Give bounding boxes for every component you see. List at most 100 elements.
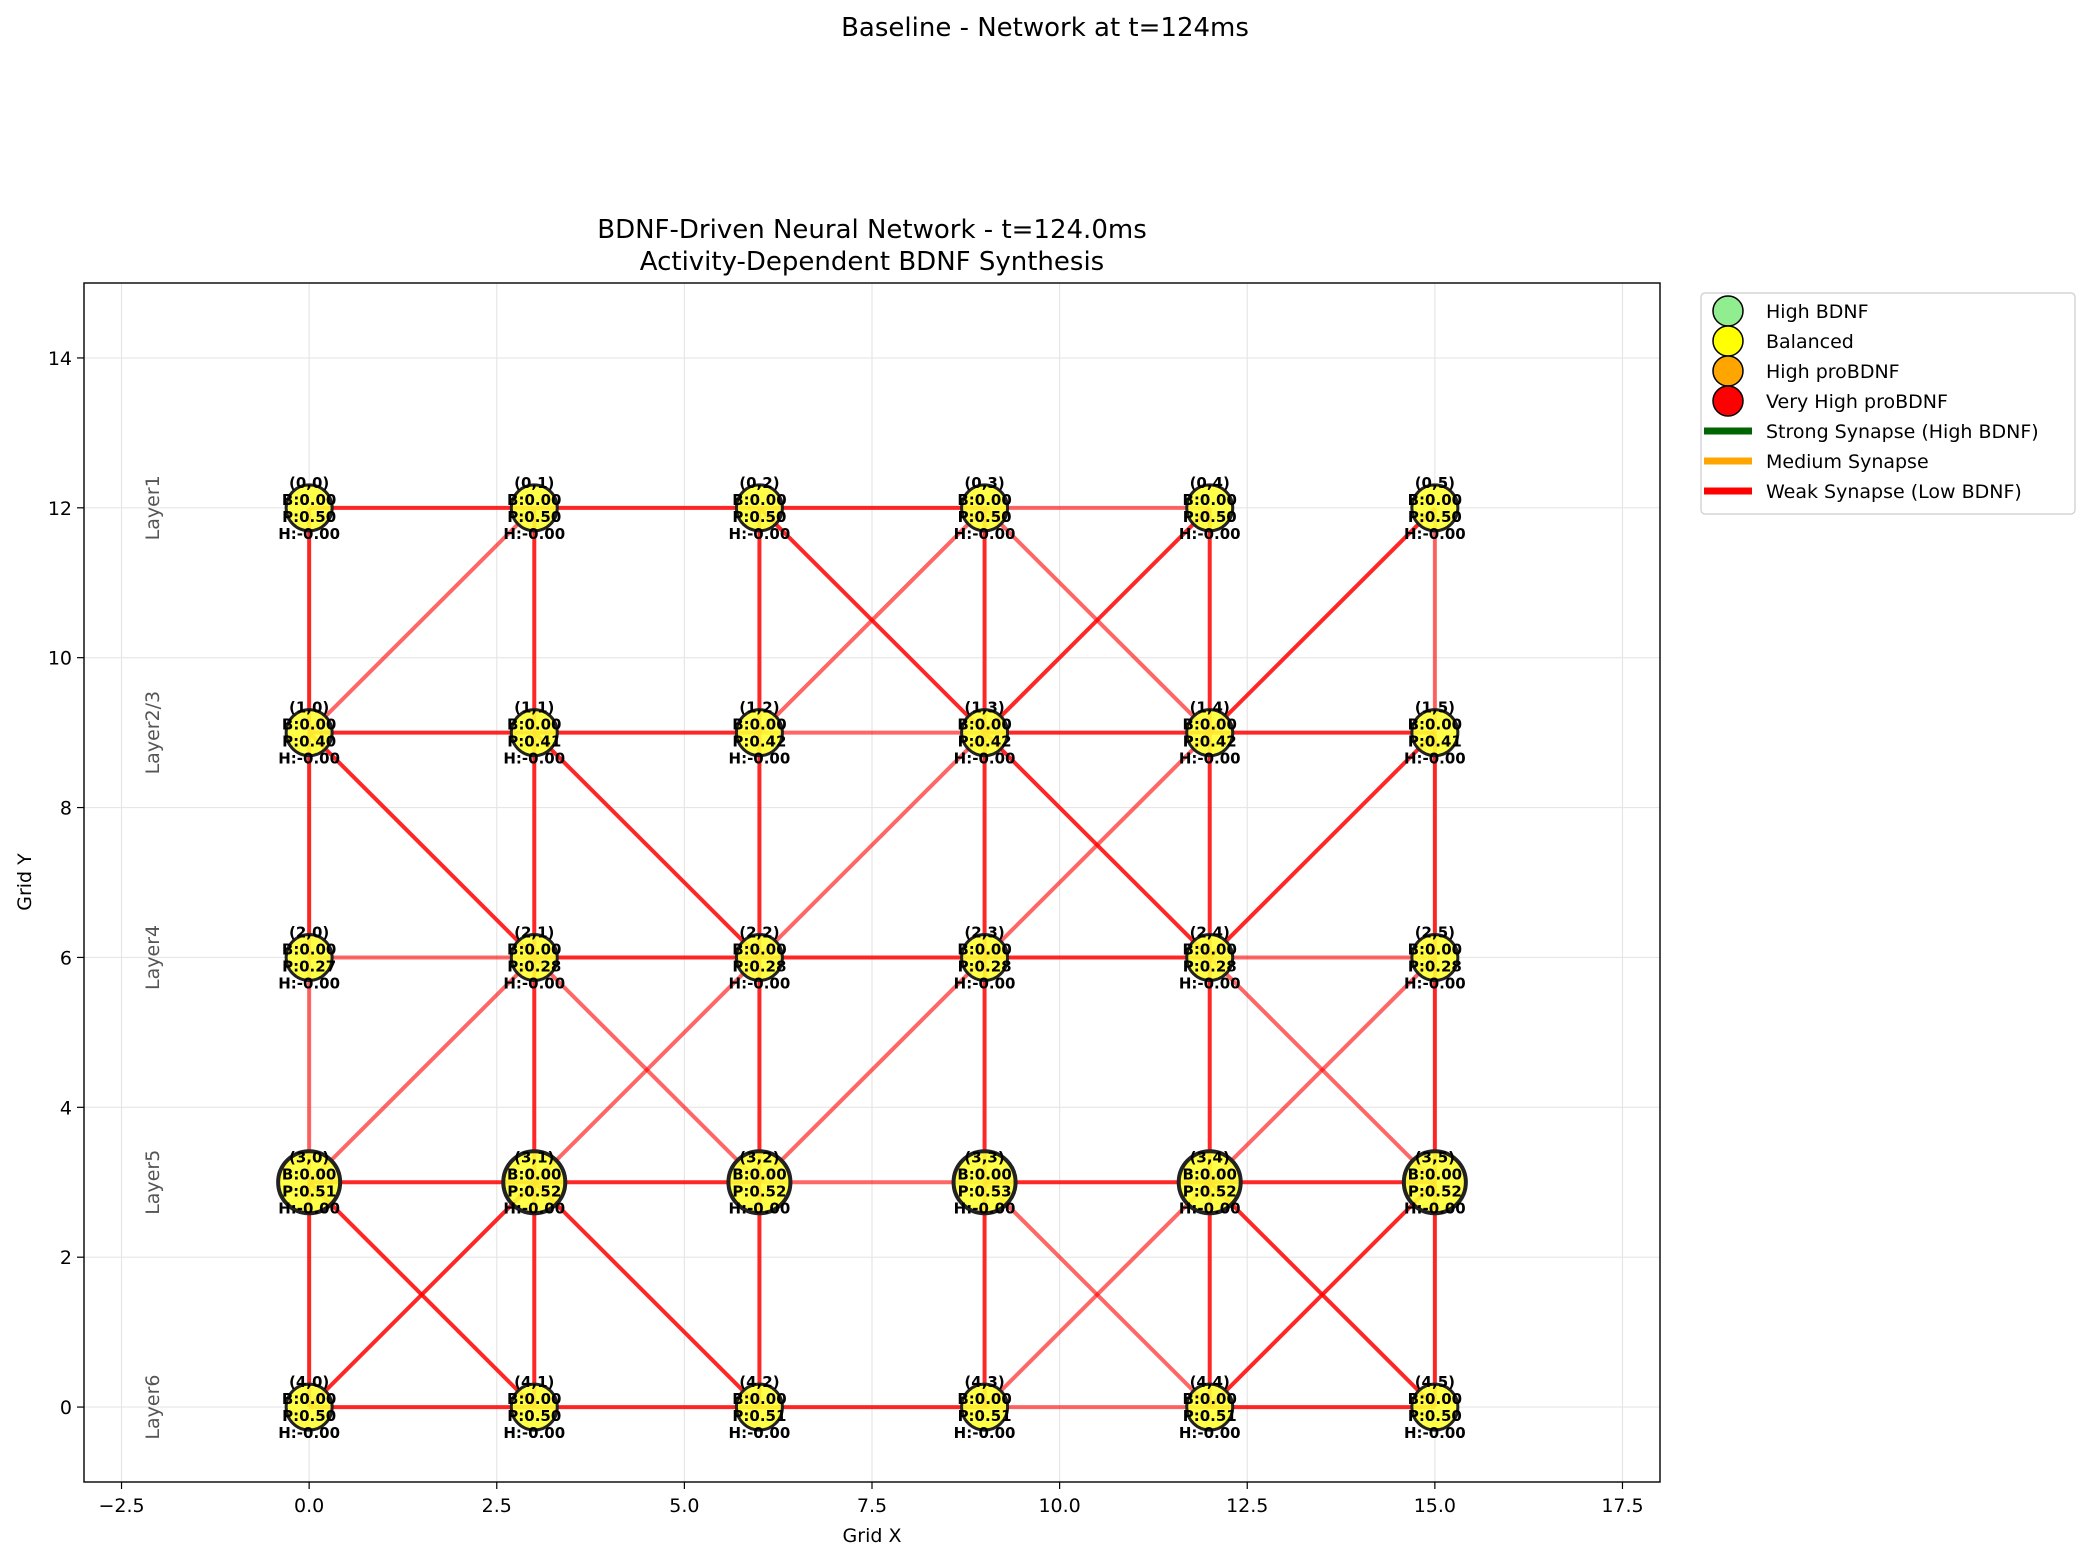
neuron-id-label: (2,0): [289, 923, 329, 941]
neuron-marker: [1401, 1149, 1468, 1216]
neuron-bdnf-label: B:0.00: [507, 1390, 561, 1408]
neuron-h-label: H:-0.00: [954, 525, 1016, 543]
neuron-bdnf-label: B:0.00: [1182, 940, 1236, 958]
neuron-bdnf-label: B:0.00: [732, 716, 786, 734]
neuron-probdnf-label: P:0.50: [1408, 1407, 1462, 1425]
neuron-h-label: H:-0.00: [954, 1424, 1016, 1442]
neuron-h-label: H:-0.00: [729, 525, 791, 543]
neuron-marker: [960, 1382, 1010, 1432]
neuron-marker: [960, 483, 1010, 533]
neuron-h-label: H:-0.00: [278, 750, 340, 768]
legend-entry-label: High BDNF: [1766, 301, 1869, 323]
neuron-markers: [276, 483, 1468, 1432]
y-tick-label: 2: [60, 1247, 72, 1269]
neuron-probdnf-label: P:0.28: [1183, 957, 1237, 975]
neuron-id-label: (1,0): [289, 699, 329, 717]
neuron-marker: [501, 1149, 568, 1216]
y-tick-label: 8: [60, 798, 72, 820]
synapse-line: [532, 956, 761, 1184]
neuron-h-label: H:-0.00: [1179, 1199, 1241, 1217]
neuron-probdnf-label: P:0.53: [958, 1182, 1012, 1200]
x-tick-label: −2.5: [98, 1495, 144, 1517]
neuron-h-label: H:-0.00: [278, 1424, 340, 1442]
neuron-bdnf-label: B:0.00: [507, 716, 561, 734]
neuron-id-label: (2,5): [1415, 923, 1455, 941]
neuron-probdnf-label: P:0.52: [732, 1182, 786, 1200]
neuron-h-label: H:-0.00: [1179, 525, 1241, 543]
neuron-probdnf-label: P:0.50: [507, 1407, 561, 1425]
neuron-id-label: (3,4): [1190, 1148, 1230, 1166]
neuron-marker: [960, 708, 1010, 758]
neuron-bdnf-label: B:0.00: [732, 1165, 786, 1183]
legend-marker: [1712, 295, 1744, 327]
x-tick-label: 2.5: [482, 1495, 512, 1517]
legend-entry-label: Very High proBDNF: [1766, 391, 1948, 413]
neuron-id-label: (3,0): [289, 1148, 329, 1166]
neuron-bdnf-label: B:0.00: [282, 716, 336, 734]
neuron-probdnf-label: P:0.52: [1183, 1182, 1237, 1200]
neuron-h-label: H:-0.00: [278, 974, 340, 992]
neuron-id-label: (3,2): [739, 1148, 779, 1166]
chart-title-line1: BDNF-Driven Neural Network - t=124.0ms: [597, 215, 1147, 245]
neuron-marker: [284, 483, 334, 533]
neuron-probdnf-label: P:0.50: [507, 508, 561, 526]
chart-title-line2: Activity-Dependent BDNF Synthesis: [640, 247, 1104, 277]
neuron-marker: [509, 483, 559, 533]
neuron-h-label: H:-0.00: [729, 1424, 791, 1442]
legend: High BDNF Balanced High proBDNF Very High p…: [1700, 292, 2076, 515]
synapse-line: [758, 506, 986, 735]
neuron-bdnf-label: B:0.00: [282, 491, 336, 509]
neuron-probdnf-label: P:0.50: [282, 1407, 336, 1425]
neuron-h-label: H:-0.00: [729, 1199, 791, 1217]
neuron-marker: [1185, 708, 1235, 758]
y-tick-label: 10: [48, 648, 72, 670]
neuron-marker: [734, 1382, 784, 1432]
neuron-marker: [276, 1149, 343, 1216]
neuron-id-label: (1,4): [1190, 699, 1230, 717]
neuron-h-label: H:-0.00: [1404, 974, 1466, 992]
neuron-bdnf-label: B:0.00: [507, 491, 561, 509]
neuron-bdnf-label: B:0.00: [957, 1165, 1011, 1183]
neuron-bdnf-label: B:0.00: [1408, 491, 1462, 509]
synapse-line: [307, 506, 536, 735]
y-tick-label: 0: [60, 1397, 72, 1419]
layer-label: Layer6: [142, 1375, 164, 1440]
neuron-bdnf-label: B:0.00: [282, 1390, 336, 1408]
neuron-h-label: H:-0.00: [278, 1199, 340, 1217]
figure-suptitle: Baseline - Network at t=124ms: [841, 13, 1249, 43]
layer-label: Layer1: [142, 475, 164, 540]
neuron-h-label: H:-0.00: [1404, 525, 1466, 543]
neuron-id-label: (1,1): [514, 699, 554, 717]
neuron-probdnf-label: P:0.28: [732, 957, 786, 975]
neuron-h-label: H:-0.00: [729, 974, 791, 992]
neuron-id-label: (2,4): [1190, 923, 1230, 941]
neuron-id-label: (4,5): [1415, 1373, 1455, 1391]
neuron-id-label: (2,2): [739, 923, 779, 941]
neuron-probdnf-label: P:0.51: [282, 1182, 336, 1200]
synapse-line: [1208, 956, 1437, 1184]
synapse-line: [758, 731, 986, 959]
neuron-h-label: H:-0.00: [1404, 750, 1466, 768]
neuron-id-label: (0,2): [739, 474, 779, 492]
neuron-id-label: (0,3): [964, 474, 1004, 492]
neuron-id-label: (3,5): [1415, 1148, 1455, 1166]
neuron-h-label: H:-0.00: [1404, 1424, 1466, 1442]
neuron-bdnf-label: B:0.00: [507, 1165, 561, 1183]
neuron-marker: [1185, 483, 1235, 533]
neuron-probdnf-label: P:0.41: [507, 733, 561, 751]
neuron-probdnf-label: P:0.51: [1183, 1407, 1237, 1425]
neuron-bdnf-label: B:0.00: [1182, 716, 1236, 734]
synapse-line: [532, 731, 761, 959]
y-tick-label: 12: [48, 498, 72, 520]
neuron-probdnf-label: P:0.42: [958, 733, 1012, 751]
neuron-probdnf-label: P:0.52: [507, 1182, 561, 1200]
neuron-probdnf-label: P:0.50: [282, 508, 336, 526]
synapse-line: [983, 731, 1212, 959]
x-tick-label: 15.0: [1414, 1495, 1456, 1517]
neuron-probdnf-label: P:0.42: [732, 733, 786, 751]
neuron-h-label: H:-0.00: [954, 974, 1016, 992]
neuron-h-label: H:-0.00: [954, 1199, 1016, 1217]
neuron-marker: [509, 932, 559, 982]
x-axis-label: Grid X: [843, 1525, 902, 1547]
neuron-id-label: (1,5): [1415, 699, 1455, 717]
